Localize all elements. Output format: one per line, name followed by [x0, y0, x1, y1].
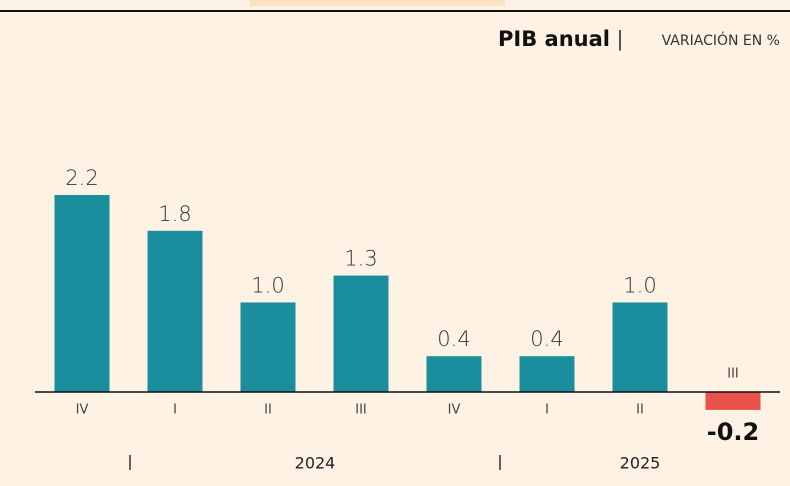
x-tick-label: IV: [76, 403, 89, 418]
x-tick-label: II: [636, 403, 644, 418]
value-label: 1.0: [251, 273, 284, 297]
chart-subtitle: VARIACIÓN EN %: [662, 31, 780, 49]
x-tick-label: I: [173, 403, 177, 418]
bar: [612, 302, 668, 392]
bar: [54, 195, 110, 392]
value-label: 1.3: [344, 247, 377, 271]
top-tab: [250, 0, 505, 6]
value-label: 1.8: [158, 202, 191, 226]
chart-title: PIB anual: [498, 27, 610, 51]
x-tick-label: III: [727, 367, 739, 382]
bar: [333, 275, 389, 392]
value-label: 1.0: [623, 273, 656, 297]
value-label: -0.2: [707, 418, 759, 446]
title-separator: |: [617, 27, 624, 51]
bar: [147, 230, 203, 392]
bar: [240, 302, 296, 392]
bar: [705, 392, 761, 410]
group-label: 2025: [620, 454, 661, 473]
x-tick-label: III: [355, 403, 367, 418]
group-label: 2024: [295, 454, 336, 473]
bar: [426, 356, 482, 392]
value-label: 0.4: [437, 327, 470, 351]
value-label: 0.4: [530, 327, 563, 351]
x-tick-label: I: [545, 403, 549, 418]
x-tick-label: IV: [448, 403, 461, 418]
x-tick-label: II: [264, 403, 272, 418]
value-label: 2.2: [65, 166, 98, 190]
bar: [519, 356, 575, 392]
